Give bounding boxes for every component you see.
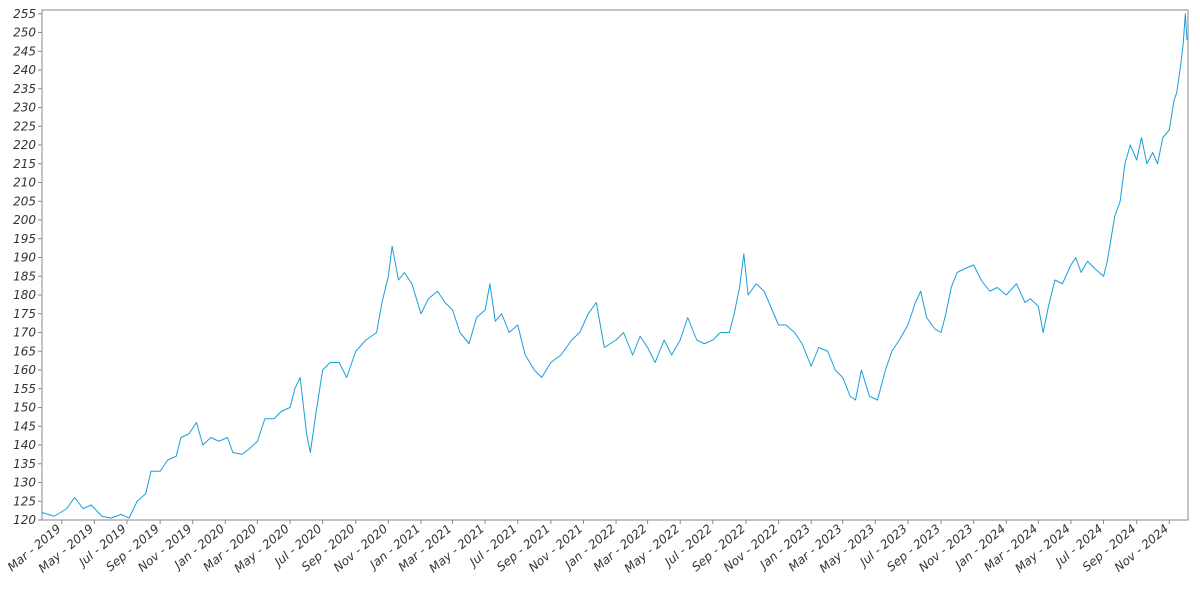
y-tick-label: 130 [13,476,36,490]
y-tick-label: 240 [13,63,36,77]
y-tick-label: 155 [13,382,36,396]
y-tick-label: 220 [13,138,36,152]
y-tick-label: 225 [13,119,36,133]
y-tick-label: 245 [13,44,36,58]
y-tick-label: 125 [13,494,36,508]
y-tick-label: 255 [13,7,36,21]
y-tick-label: 210 [13,176,36,190]
y-tick-label: 160 [13,363,36,377]
y-tick-label: 145 [13,419,36,433]
y-tick-label: 230 [13,101,36,115]
y-tick-label: 180 [13,288,36,302]
y-tick-label: 200 [13,213,36,227]
y-tick-label: 195 [13,232,36,246]
y-tick-label: 250 [13,26,36,40]
y-tick-label: 215 [13,157,36,171]
series-line [41,13,1188,519]
plot-area [41,9,1189,521]
y-tick-label: 135 [13,457,36,471]
y-tick-label: 165 [13,344,36,358]
plot-frame [41,9,1189,521]
y-tick-label: 120 [13,513,36,527]
y-tick-label: 175 [13,307,36,321]
y-tick-label: 150 [13,401,36,415]
y-tick-label: 235 [13,82,36,96]
y-axis: 120 125 130 135 140 145 150 155 160 165 170 175 180 1… [13,7,42,527]
y-tick-label: 185 [13,269,36,283]
y-tick-label: 190 [13,251,36,265]
y-tick-label: 205 [13,194,36,208]
y-tick-label: 140 [13,438,36,452]
y-tick-label: 170 [13,326,36,340]
